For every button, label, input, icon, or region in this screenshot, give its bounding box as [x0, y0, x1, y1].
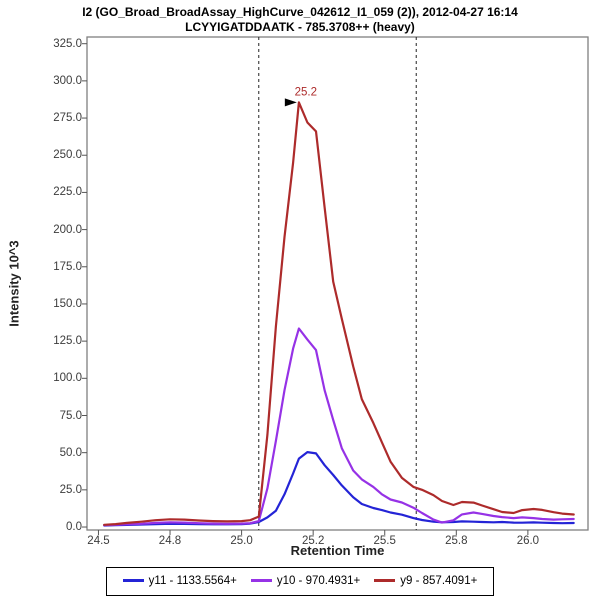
- x-axis-title: Retention Time: [290, 543, 385, 558]
- legend-item-y9: y9 - 857.4091+: [374, 575, 477, 587]
- peak-arrow-icon: [284, 98, 297, 107]
- x-tick-label: 24.8: [158, 535, 182, 547]
- y-tick-label: 250.0: [53, 149, 82, 162]
- y-tick-label: 275.0: [53, 112, 82, 125]
- legend-item-label: y10 - 970.4931+: [276, 574, 361, 587]
- series-line-y10[interactable]: [103, 327, 575, 527]
- x-tick-label: 26.0: [516, 535, 540, 547]
- chart-title-line2: LCYYIGATDDAATK - 785.3708++ (heavy): [185, 20, 415, 34]
- y-axis-title: Intensity 10^3: [6, 240, 22, 327]
- y-tick-label: 200.0: [53, 223, 82, 236]
- x-tick-label: 25.2: [301, 535, 325, 547]
- x-tick-label: 25.8: [445, 535, 468, 547]
- legend-box: y11 - 1133.5564+ y10 - 970.4931+ y9 - 857.…: [105, 567, 495, 596]
- y-tick-label: 175.0: [53, 260, 82, 273]
- y-tick-label: 25.0: [59, 483, 82, 496]
- legend-line-swatch: [374, 579, 396, 583]
- legend: y11 - 1133.5564+ y10 - 970.4931+ y9 - 857.…: [0, 567, 600, 596]
- y-tick-label: 0.0: [66, 521, 82, 533]
- x-tick-label: 24.5: [87, 535, 110, 547]
- y-tick-label: 225.0: [53, 186, 82, 199]
- legend-line-swatch: [250, 579, 272, 583]
- y-tick-label: 75.0: [59, 409, 82, 422]
- series-line-y11[interactable]: [103, 451, 575, 527]
- chart-title: I2 (GO_Broad_BroadAssay_HighCurve_042612…: [0, 5, 600, 35]
- y-tick-label: 325.0: [53, 37, 82, 50]
- legend-item-label: y11 - 1133.5564+: [148, 574, 237, 587]
- x-tick-label: 25.5: [373, 535, 396, 547]
- legend-item-y11: y11 - 1133.5564+: [122, 574, 237, 587]
- legend-item-y10: y10 - 970.4931+: [250, 574, 361, 587]
- plot-border: [86, 36, 589, 531]
- x-tick-label: 25.0: [230, 535, 253, 547]
- legend-item-label: y9 - 857.4091+: [400, 574, 478, 587]
- peak-rt-annotation[interactable]: 25.2: [295, 86, 317, 98]
- y-tick-label: 300.0: [53, 74, 82, 87]
- legend-line-swatch: [122, 579, 144, 583]
- y-tick-label: 150.0: [53, 297, 82, 310]
- series-line-y9[interactable]: [103, 101, 575, 526]
- chart-title-line1: I2 (GO_Broad_BroadAssay_HighCurve_042612…: [82, 5, 518, 19]
- y-tick-label: 125.0: [53, 335, 82, 348]
- y-tick-label: 50.0: [59, 446, 82, 459]
- y-tick-label: 100.0: [53, 372, 82, 385]
